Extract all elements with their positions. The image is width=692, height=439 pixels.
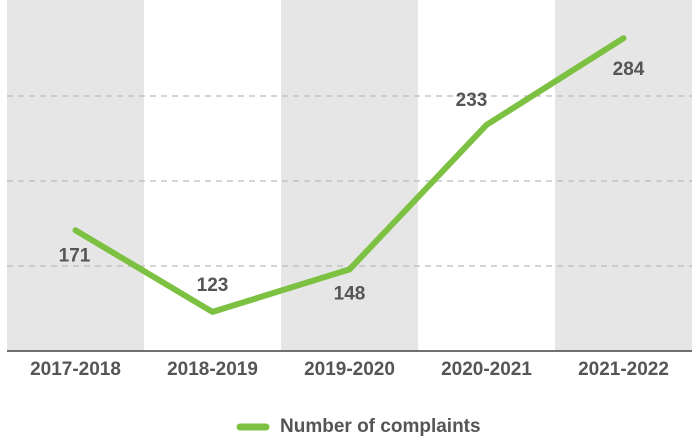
band (7, 0, 144, 351)
data-label: 233 (456, 90, 488, 111)
band (281, 0, 418, 351)
x-tick-label: 2019-2020 (304, 359, 395, 380)
x-tick-label: 2018-2019 (167, 359, 258, 380)
legend-label: Number of complaints (280, 416, 481, 437)
x-tick-label: 2020-2021 (441, 359, 532, 380)
x-tick-label: 2021-2022 (578, 359, 669, 380)
band (555, 0, 692, 351)
data-label: 148 (334, 283, 366, 304)
line (72, 35, 627, 315)
x-tick-label: 2017-2018 (30, 359, 121, 380)
data-label: 171 (59, 245, 91, 266)
data-label: 284 (613, 59, 645, 80)
data-label: 123 (197, 275, 229, 296)
